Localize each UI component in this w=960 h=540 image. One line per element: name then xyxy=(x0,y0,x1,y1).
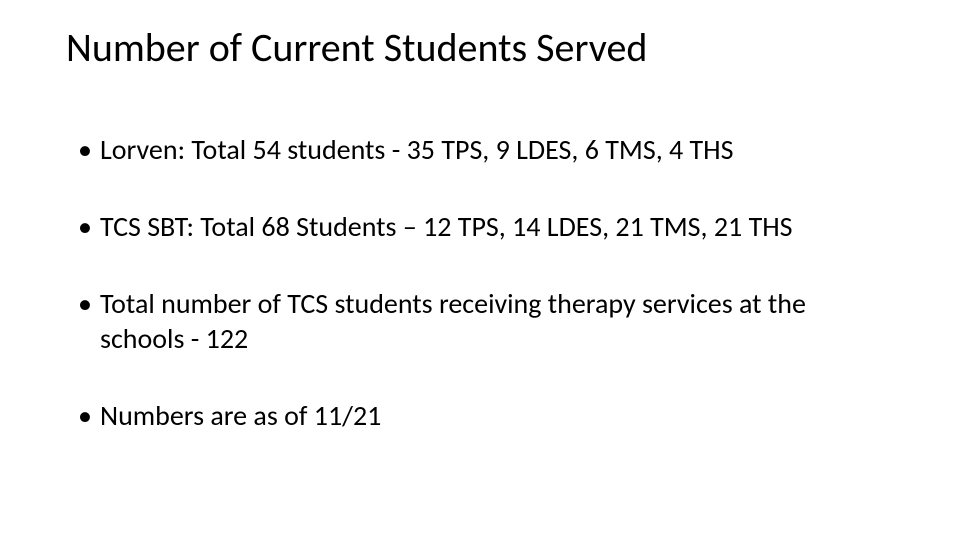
bullet-list: Lorven: Total 54 students - 35 TPS, 9 LD… xyxy=(66,132,894,433)
list-item: Lorven: Total 54 students - 35 TPS, 9 LD… xyxy=(78,132,894,167)
list-item: Numbers are as of 11/21 xyxy=(78,398,894,433)
slide-title: Number of Current Students Served xyxy=(66,24,894,72)
slide-container: Number of Current Students Served Lorven… xyxy=(0,0,960,540)
list-item: TCS SBT: Total 68 Students – 12 TPS, 14 … xyxy=(78,209,894,244)
list-item: Total number of TCS students receiving t… xyxy=(78,286,894,356)
